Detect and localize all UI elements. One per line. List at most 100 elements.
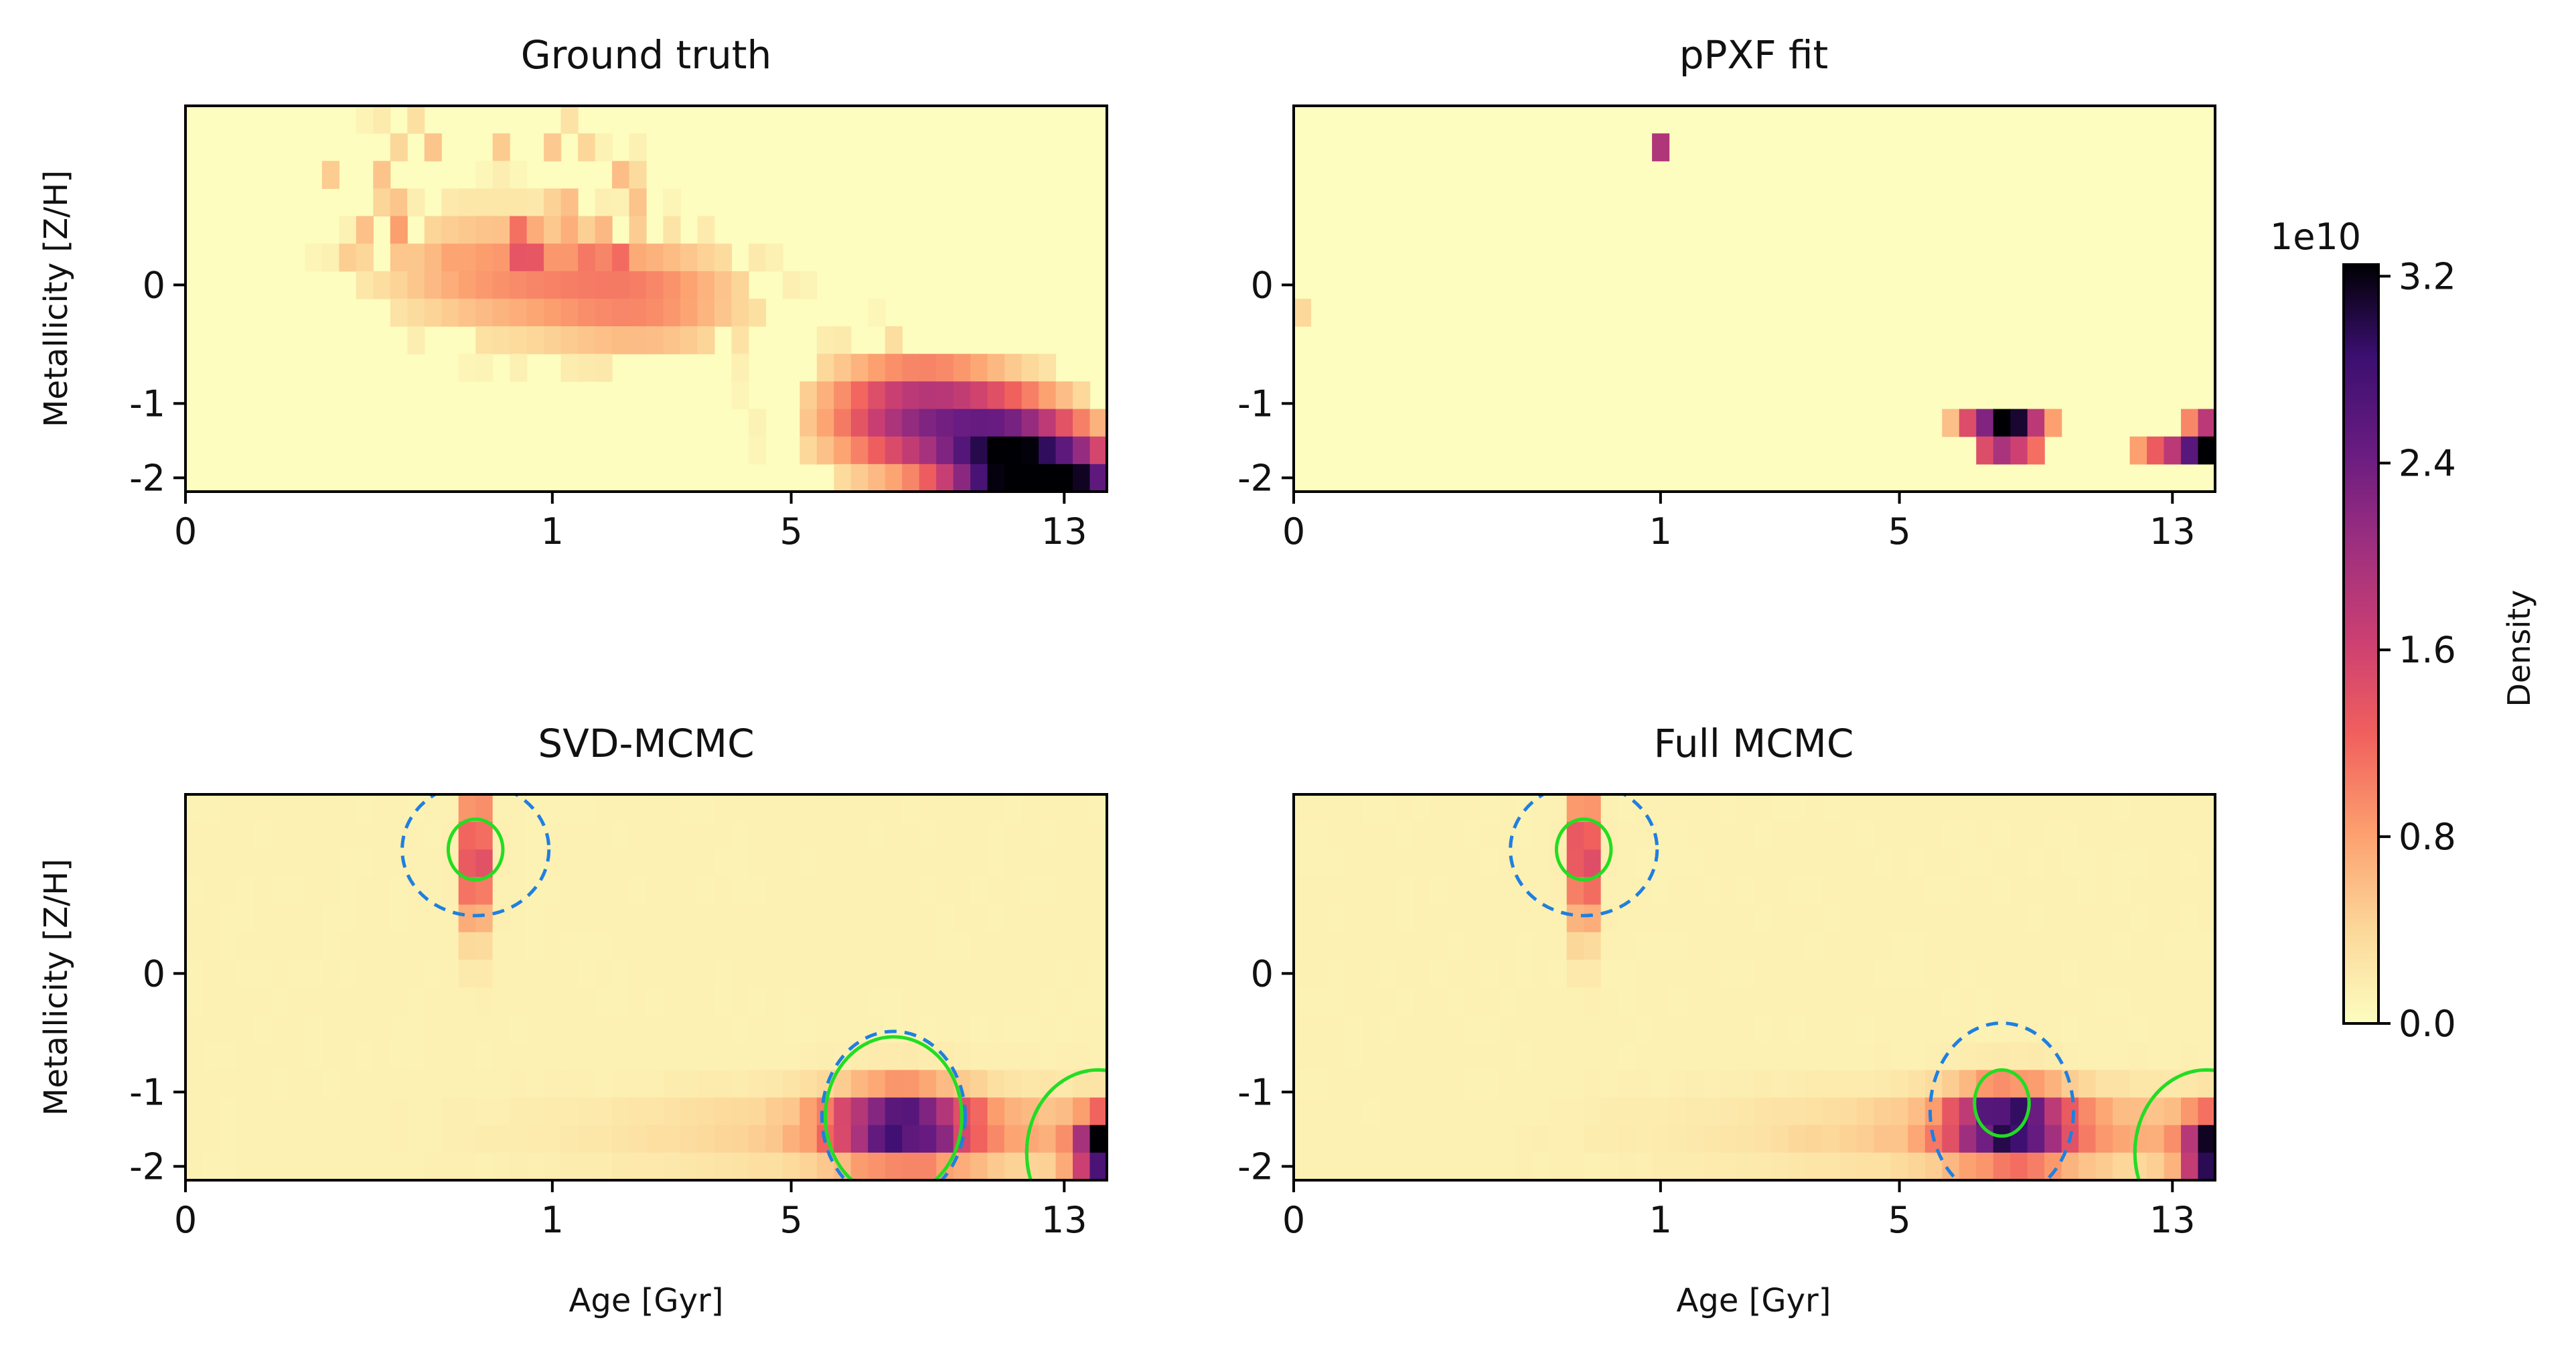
heatmap-cell <box>1908 987 1926 1015</box>
heatmap-cell <box>1089 1042 1108 1071</box>
heatmap-cell <box>748 299 766 327</box>
heatmap-cell <box>458 849 476 878</box>
heatmap-cell <box>1890 1152 1908 1181</box>
heatmap-cell <box>2027 959 2045 988</box>
heatmap-cell <box>1089 409 1108 437</box>
heatmap-cell <box>321 161 339 190</box>
heatmap-cell <box>987 959 1005 988</box>
heatmap-cell <box>321 932 339 960</box>
heatmap-cell <box>1771 822 1789 850</box>
heatmap-cell <box>2027 1070 2045 1098</box>
heatmap-cell <box>2181 822 2199 850</box>
heatmap-cell <box>1515 1125 1533 1153</box>
heatmap-cell <box>1686 794 1704 823</box>
heatmap-cell <box>2061 849 2079 878</box>
heatmap-cell <box>970 794 988 823</box>
heatmap-cell <box>1600 794 1618 823</box>
heatmap-cell <box>2010 932 2028 960</box>
heatmap-cell <box>1379 1015 1397 1043</box>
heatmap-cell <box>987 849 1005 878</box>
heatmap-cell <box>748 1125 766 1153</box>
heatmap-cell <box>765 904 783 933</box>
heatmap-cell <box>663 1125 681 1153</box>
heatmap-cell <box>1618 822 1636 850</box>
colorbar-label: Density <box>2501 590 2537 707</box>
heatmap-cell <box>321 1097 339 1126</box>
heatmap-cell <box>612 1097 630 1126</box>
heatmap-cell <box>2129 877 2147 906</box>
heatmap-cell <box>526 1125 544 1153</box>
heatmap-cell <box>1515 904 1533 933</box>
heatmap-cell <box>1839 959 1858 988</box>
heatmap-cell <box>1021 987 1039 1015</box>
heatmap-cell <box>1908 932 1926 960</box>
heatmap-cell <box>1584 904 1602 933</box>
x-ticks: 0 1 5 13 <box>1282 492 2196 553</box>
heatmap-cell <box>560 1070 579 1098</box>
heatmap-cell <box>834 794 852 823</box>
heatmap-cell <box>441 188 459 217</box>
heatmap-cell <box>936 1097 954 1126</box>
x-tick-label: 0 <box>174 510 197 553</box>
heatmap-cell <box>1584 1097 1602 1126</box>
heatmap-cell <box>458 1097 476 1126</box>
heatmap-cell <box>271 1042 289 1071</box>
heatmap-cell <box>2010 436 2028 465</box>
heatmap-cell <box>458 1152 476 1181</box>
heatmap-cell <box>1021 932 1039 960</box>
heatmap-cell <box>1039 1125 1057 1153</box>
heatmap-cell <box>578 354 596 382</box>
heatmap-cell <box>885 822 903 850</box>
heatmap-cell <box>1464 932 1482 960</box>
heatmap-cell <box>305 849 323 878</box>
heatmap-cell <box>1566 1152 1584 1181</box>
heatmap-cell <box>1703 1152 1721 1181</box>
heatmap-cell <box>185 1070 204 1098</box>
heatmap-cell <box>646 1097 664 1126</box>
heatmap-cell <box>407 106 425 134</box>
heatmap-cell <box>1310 1097 1329 1126</box>
heatmap-cell <box>287 904 305 933</box>
heatmap-cell <box>885 1125 903 1153</box>
heatmap-cell <box>1566 987 1584 1015</box>
heatmap-cell <box>800 409 818 437</box>
heatmap-cell <box>1464 959 1482 988</box>
x-tick-label: 13 <box>2149 510 2196 553</box>
heatmap-cell <box>731 877 749 906</box>
heatmap-cell <box>1089 849 1108 878</box>
heatmap-cell <box>1839 1015 1858 1043</box>
heatmap-cell <box>321 1125 339 1153</box>
heatmap-cell <box>1515 1070 1533 1098</box>
heatmap-cell <box>1686 1152 1704 1181</box>
heatmap-cell <box>1379 822 1397 850</box>
heatmap-cell <box>2113 1015 2131 1043</box>
heatmap-cell <box>800 271 818 299</box>
heatmap-cell <box>680 877 698 906</box>
heatmap-cell <box>2198 1097 2216 1126</box>
heatmap-cell <box>492 794 510 823</box>
heatmap-cell <box>816 987 834 1015</box>
heatmap-cell <box>1073 1015 1091 1043</box>
heatmap-cell <box>987 794 1005 823</box>
heatmap-cell <box>1669 1042 1687 1071</box>
heatmap-cell <box>1327 959 1346 988</box>
heatmap-cell <box>373 904 391 933</box>
heatmap-cell <box>271 794 289 823</box>
y-ticks: 0-1-2 <box>1237 952 1294 1188</box>
heatmap-cell <box>390 1097 408 1126</box>
heatmap-cell <box>339 959 357 988</box>
heatmap-cell <box>1089 1152 1108 1181</box>
y-tick-label: -1 <box>1237 1071 1274 1113</box>
heatmap-cell <box>236 959 254 988</box>
heatmap-cell <box>253 1125 272 1153</box>
heatmap-cell <box>1395 932 1414 960</box>
heatmap-cell <box>185 1042 204 1071</box>
heatmap-cell <box>1669 1125 1687 1153</box>
heatmap-cell <box>800 436 818 465</box>
heatmap-cell <box>2181 959 2199 988</box>
heatmap-cell <box>1720 1042 1738 1071</box>
heatmap-cell <box>321 904 339 933</box>
x-axis-label: Age [Gyr] <box>569 1282 724 1320</box>
heatmap-cell <box>560 959 579 988</box>
heatmap-cell <box>1703 849 1721 878</box>
